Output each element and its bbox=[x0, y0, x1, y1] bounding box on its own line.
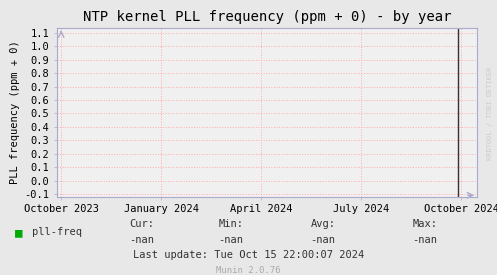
Text: Munin 2.0.76: Munin 2.0.76 bbox=[216, 266, 281, 275]
Text: RRDTOOL / TOBI OETIKER: RRDTOOL / TOBI OETIKER bbox=[487, 66, 493, 160]
Text: -nan: -nan bbox=[129, 235, 154, 245]
Text: pll-freq: pll-freq bbox=[32, 227, 83, 237]
Text: Avg:: Avg: bbox=[311, 219, 335, 229]
Text: -nan: -nan bbox=[311, 235, 335, 245]
Title: NTP kernel PLL frequency (ppm + 0) - by year: NTP kernel PLL frequency (ppm + 0) - by … bbox=[83, 10, 451, 24]
Text: -nan: -nan bbox=[219, 235, 244, 245]
Text: Last update: Tue Oct 15 22:00:07 2024: Last update: Tue Oct 15 22:00:07 2024 bbox=[133, 250, 364, 260]
Text: -nan: -nan bbox=[413, 235, 437, 245]
Text: ■: ■ bbox=[15, 226, 22, 239]
Text: Max:: Max: bbox=[413, 219, 437, 229]
Y-axis label: PLL frequency (ppm + 0): PLL frequency (ppm + 0) bbox=[10, 40, 20, 184]
Text: Cur:: Cur: bbox=[129, 219, 154, 229]
Text: Min:: Min: bbox=[219, 219, 244, 229]
